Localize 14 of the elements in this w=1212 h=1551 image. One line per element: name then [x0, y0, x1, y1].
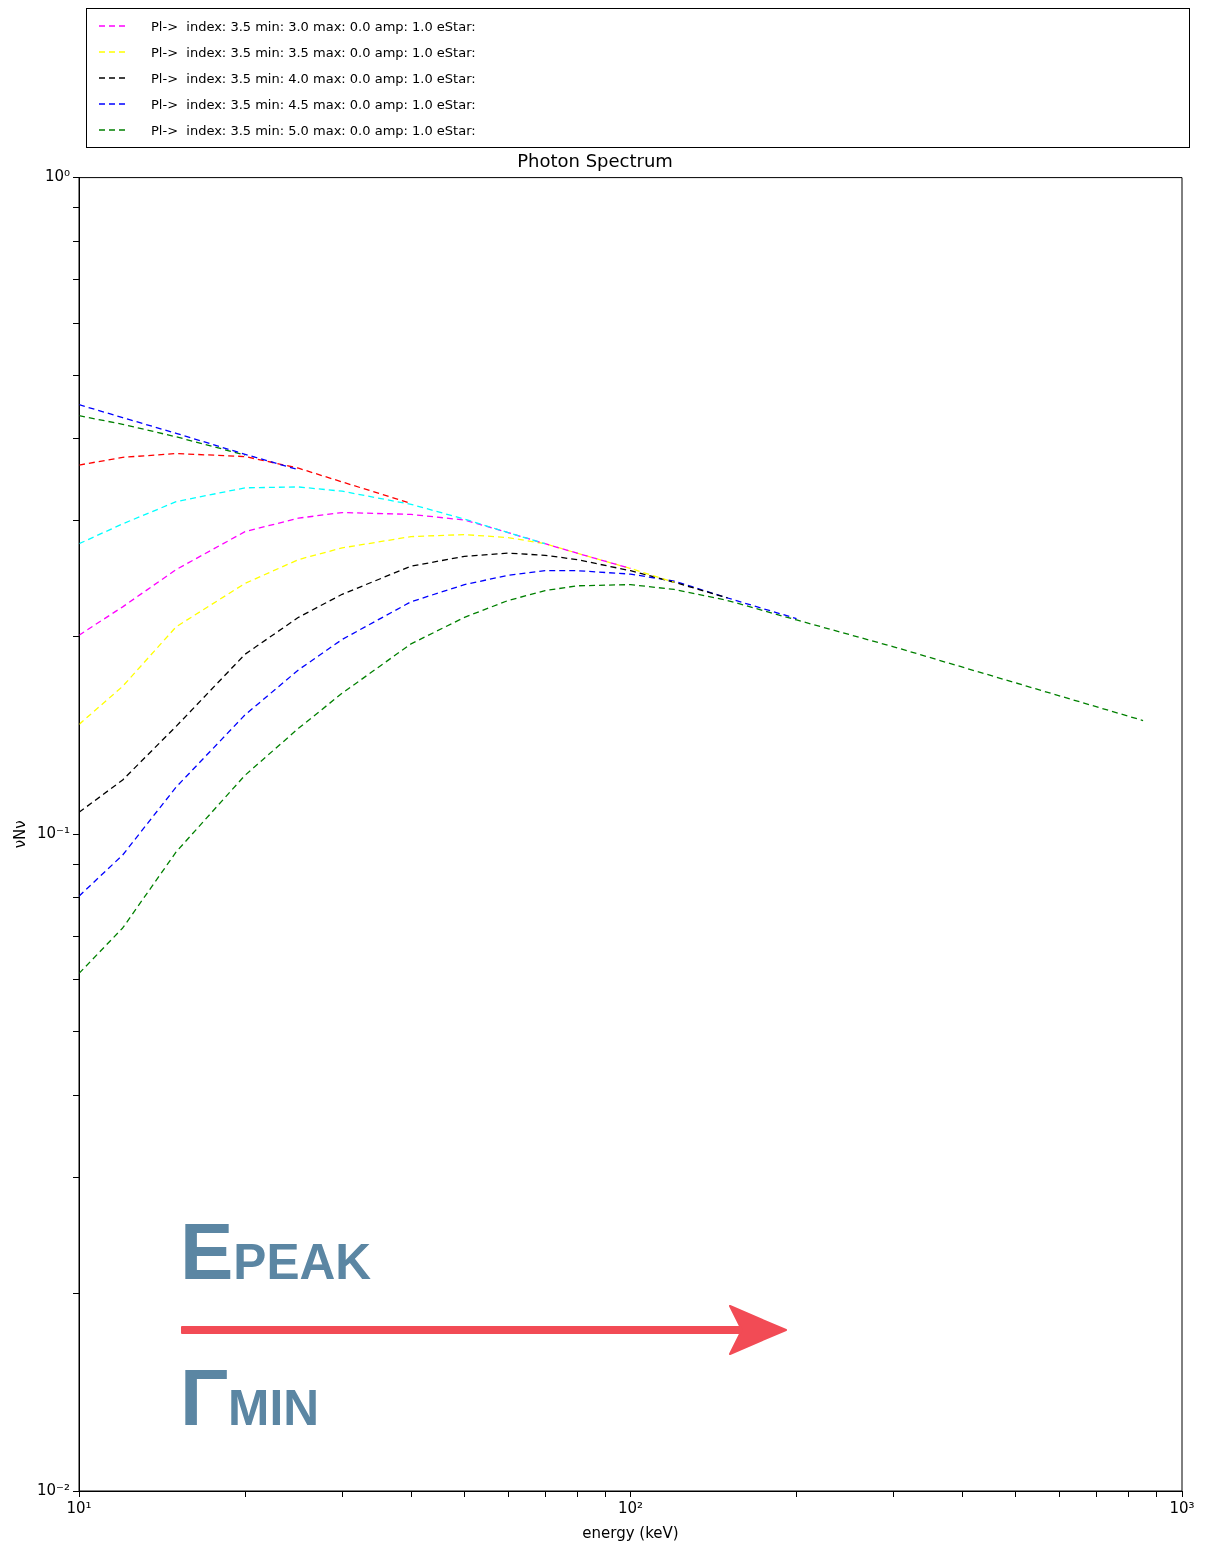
y-tick-label: 10⁻¹ — [36, 824, 71, 843]
x-axis-title: energy (keV) — [582, 1523, 679, 1542]
legend-label: Pl-> index: 3.5 min: 3.5 max: 0.0 amp: 1.0 eStar: — [151, 44, 476, 60]
x-tick-label: 10¹ — [66, 1498, 92, 1517]
chart-title: Photon Spectrum — [517, 150, 673, 172]
legend-label: Pl-> index: 3.5 min: 4.0 max: 0.0 amp: 1.0 eStar: — [151, 70, 476, 86]
legend-label: Pl-> index: 3.5 min: 5.0 max: 0.0 amp: 1.0 eStar: — [151, 122, 476, 138]
y-axis-title: νNν — [10, 820, 29, 849]
y-tick-label: 10⁰ — [44, 167, 71, 186]
x-tick-label: 10² — [617, 1498, 644, 1517]
y-tick-label: 10⁻² — [36, 1480, 71, 1499]
x-tick-label: 10³ — [1169, 1498, 1195, 1517]
legend-label: Pl-> index: 3.5 min: 4.5 max: 0.0 amp: 1.0 eStar: — [151, 96, 476, 112]
legend-label: Pl-> index: 3.5 min: 3.0 max: 0.0 amp: 1.0 eStar: — [151, 18, 476, 34]
